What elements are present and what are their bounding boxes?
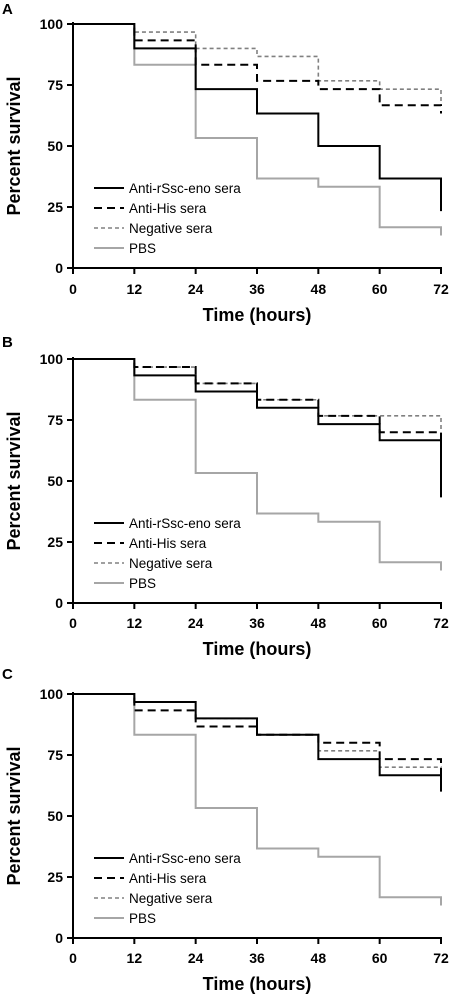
x-tick-label: 12	[127, 615, 143, 631]
y-tick-label: 75	[47, 747, 63, 763]
x-tick-label: 60	[372, 950, 388, 966]
legend-label: Anti-His sera	[129, 201, 207, 216]
legend: Anti-rSsc-eno sera Anti-His sera Negative …	[94, 851, 241, 926]
y-tick-label: 0	[55, 930, 63, 946]
legend-label: Negative sera	[129, 891, 213, 906]
panel-label: B	[2, 334, 13, 351]
y-tick-label: 75	[47, 412, 63, 428]
x-axis-title: Time (hours)	[203, 974, 312, 994]
series-line-3	[73, 23, 442, 236]
panel-b: B 0 12 24 36 48 60 72 0 25 50 75 100 Time (hours) Perc…	[2, 334, 449, 659]
legend-label: Anti-His sera	[129, 536, 207, 551]
legend-label: Negative sera	[129, 221, 213, 236]
x-tick-label: 24	[188, 950, 204, 966]
y-axis-title: Percent survival	[4, 746, 24, 885]
legend: Anti-rSsc-eno sera Anti-His sera Negative …	[94, 181, 241, 256]
y-tick-label: 100	[40, 351, 64, 367]
legend-label: PBS	[129, 241, 156, 256]
x-tick-label: 12	[127, 281, 143, 297]
x-tick-label: 36	[249, 281, 265, 297]
legend-label: PBS	[129, 576, 156, 591]
y-tick-label: 50	[47, 808, 63, 824]
x-tick-label: 72	[433, 950, 449, 966]
x-tick-label: 24	[188, 281, 204, 297]
x-tick-label: 72	[433, 281, 449, 297]
y-axis-title: Percent survival	[4, 411, 24, 550]
x-tick-label: 12	[127, 950, 143, 966]
y-tick-label: 100	[40, 16, 64, 32]
x-tick-label: 48	[311, 615, 327, 631]
panel-label: C	[2, 666, 13, 683]
y-tick-label: 0	[55, 595, 63, 611]
legend-label: Negative sera	[129, 556, 213, 571]
x-tick-label: 0	[69, 281, 77, 297]
y-tick-label: 25	[47, 534, 63, 550]
y-tick-label: 25	[47, 869, 63, 885]
y-tick-label: 50	[47, 473, 63, 489]
y-tick-label: 100	[40, 686, 64, 702]
y-axis-title: Percent survival	[4, 76, 24, 215]
legend-label: Anti-rSsc-eno sera	[129, 181, 241, 196]
series-line-0	[73, 23, 442, 212]
x-tick-label: 36	[249, 615, 265, 631]
legend: Anti-rSsc-eno sera Anti-His sera Negative …	[94, 516, 241, 591]
x-axis-title: Time (hours)	[203, 305, 312, 325]
x-tick-label: 48	[311, 950, 327, 966]
y-tick-label: 25	[47, 199, 63, 215]
panel-a: A 0 12 24 36 48 60 72 0 25 50 75 100 Time (hours) Perc…	[2, 1, 449, 325]
series-line-0	[73, 358, 442, 498]
x-tick-label: 72	[433, 615, 449, 631]
legend-label: Anti-His sera	[129, 871, 207, 886]
series-line-3	[73, 358, 442, 571]
x-tick-label: 60	[372, 281, 388, 297]
x-tick-label: 0	[69, 615, 77, 631]
series-line-3	[73, 693, 442, 906]
series-line-1	[73, 23, 442, 114]
y-tick-label: 0	[55, 260, 63, 276]
x-tick-label: 36	[249, 950, 265, 966]
series-line-0	[73, 693, 442, 792]
legend-label: Anti-rSsc-eno sera	[129, 851, 241, 866]
legend-label: PBS	[129, 911, 156, 926]
x-axis-title: Time (hours)	[203, 639, 312, 659]
x-tick-label: 48	[311, 281, 327, 297]
panel-c: C 0 12 24 36 48 60 72 0 25 50 75 100 Time (hours) Perc…	[2, 666, 449, 994]
x-tick-label: 60	[372, 615, 388, 631]
series-line-2	[73, 358, 442, 441]
x-tick-label: 24	[188, 615, 204, 631]
panel-label: A	[2, 1, 13, 18]
y-tick-label: 50	[47, 138, 63, 154]
legend-label: Anti-rSsc-eno sera	[129, 516, 241, 531]
x-tick-label: 0	[69, 950, 77, 966]
y-tick-label: 75	[47, 77, 63, 93]
